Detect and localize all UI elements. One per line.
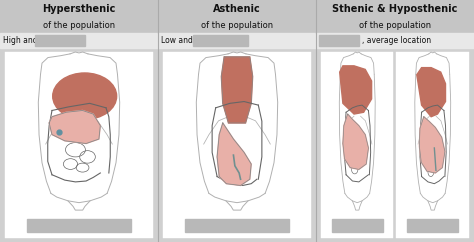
Bar (27, 219, 131, 232)
Ellipse shape (53, 73, 117, 119)
Text: Asthenic: Asthenic (213, 4, 261, 14)
Bar (5, 52, 153, 238)
Polygon shape (417, 68, 446, 117)
Bar (407, 219, 458, 232)
Bar (0, 18, 158, 33)
Polygon shape (340, 66, 372, 114)
Bar (193, 35, 248, 46)
Polygon shape (217, 123, 251, 185)
Bar (0, 0, 158, 18)
Bar (332, 219, 383, 232)
Bar (316, 18, 474, 33)
Bar (316, 0, 474, 18)
Text: High and: High and (3, 36, 37, 45)
Bar (319, 35, 359, 46)
Bar (163, 52, 311, 238)
Bar (158, 18, 316, 33)
Bar (321, 52, 393, 238)
Polygon shape (49, 111, 100, 144)
Bar (396, 52, 469, 238)
Bar (185, 219, 289, 232)
Text: of the population: of the population (43, 21, 115, 30)
Polygon shape (221, 57, 253, 123)
Polygon shape (419, 117, 445, 173)
Text: , average location: , average location (362, 36, 431, 45)
Bar (158, 33, 316, 48)
Text: Sthenic & Hyposthenic: Sthenic & Hyposthenic (332, 4, 458, 14)
Text: of the population: of the population (201, 21, 273, 30)
Text: Hypersthenic: Hypersthenic (42, 4, 116, 14)
Text: of the population: of the population (359, 21, 431, 30)
Polygon shape (343, 114, 368, 169)
Bar (35, 35, 85, 46)
Text: Low and: Low and (161, 36, 193, 45)
Bar (316, 33, 474, 48)
Bar (0, 33, 158, 48)
Bar (158, 0, 316, 18)
